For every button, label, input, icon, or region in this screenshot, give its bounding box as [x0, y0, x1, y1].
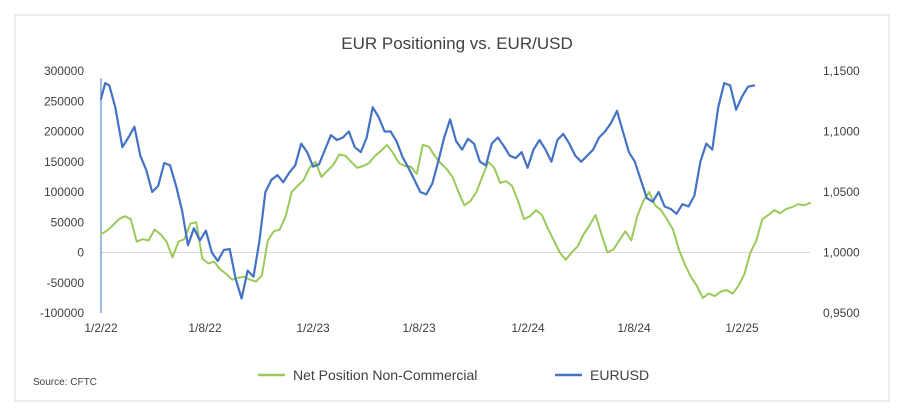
left-tick-label: 150000 [44, 155, 84, 169]
legend: Net Position Non-Commercial EURUSD [258, 367, 649, 383]
right-tick-label: 0,9500 [823, 306, 860, 320]
right-tick-label: 1,0000 [823, 246, 860, 260]
right-axis-ticks: 1,1500 1,1000 1,0500 1,0000 0,9500 [823, 64, 860, 320]
x-tick-label: 1/2/24 [511, 321, 545, 335]
right-tick-label: 1,1500 [823, 64, 860, 78]
left-axis-ticks: 300000 250000 200000 150000 100000 50000 0 -500… [40, 64, 84, 320]
series-line-eurusd [99, 82, 756, 300]
left-tick-label: 250000 [44, 94, 84, 108]
series-layer [99, 78, 811, 313]
left-tick-label: 300000 [44, 64, 84, 78]
legend-label-eurusd: EURUSD [590, 367, 649, 383]
x-tick-label: 1/2/22 [84, 321, 118, 335]
chart-title: EUR Positioning vs. EUR/USD [341, 34, 572, 53]
x-tick-label: 1/8/23 [402, 321, 436, 335]
left-tick-label: 50000 [51, 215, 85, 229]
left-tick-label: -50000 [47, 276, 85, 290]
legend-label-net-position: Net Position Non-Commercial [293, 367, 477, 383]
x-tick-label: 1/2/25 [725, 321, 759, 335]
left-tick-label: 100000 [44, 185, 84, 199]
x-tick-label: 1/2/23 [296, 321, 330, 335]
left-tick-label: 200000 [44, 125, 84, 139]
right-tick-label: 1,1000 [823, 125, 860, 139]
x-tick-label: 1/8/24 [617, 321, 651, 335]
left-tick-label: 0 [77, 246, 84, 260]
x-tick-label: 1/8/22 [188, 321, 222, 335]
series-line-net-position [100, 143, 811, 299]
left-tick-label: -100000 [40, 306, 84, 320]
source-note: Source: CFTC [33, 377, 97, 388]
right-tick-label: 1,0500 [823, 185, 860, 199]
x-axis-ticks: 1/2/22 1/8/22 1/2/23 1/8/23 1/2/24 1/8/24 1/2/… [84, 321, 759, 335]
chart-border [14, 14, 890, 402]
